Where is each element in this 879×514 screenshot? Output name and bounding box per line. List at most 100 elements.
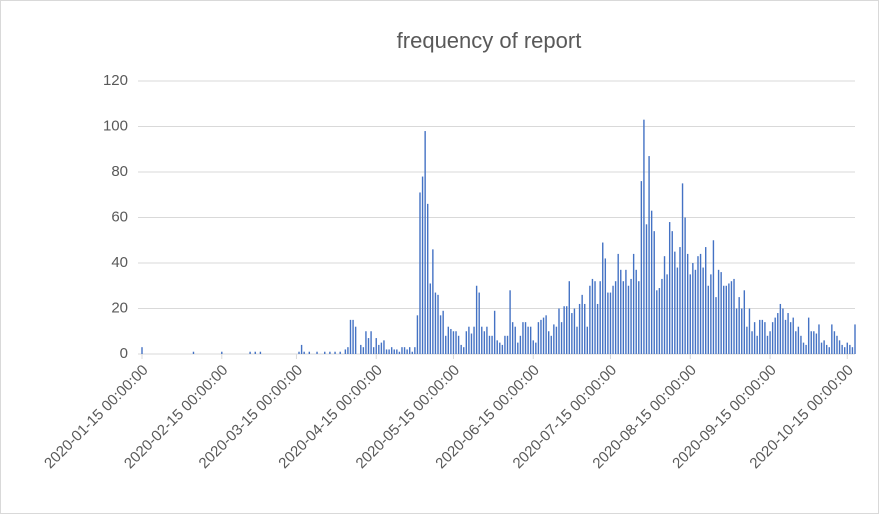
bar (735, 308, 738, 354)
bar (344, 349, 347, 354)
bar (527, 326, 529, 354)
bar (831, 324, 833, 354)
bar (599, 281, 601, 354)
bar (450, 328, 452, 354)
bar (324, 351, 326, 354)
bar (470, 333, 473, 354)
bar (437, 294, 439, 354)
bar (421, 176, 424, 354)
bar (617, 253, 619, 354)
bar (638, 281, 640, 354)
bar (782, 308, 784, 354)
bar (447, 326, 450, 354)
bar (416, 315, 419, 354)
bar (486, 326, 488, 354)
bar (823, 340, 825, 354)
bar (666, 274, 668, 354)
bar (519, 335, 522, 354)
bar (851, 347, 854, 354)
bar (815, 333, 818, 354)
bar (573, 308, 576, 354)
bar (828, 347, 830, 354)
bar (445, 335, 447, 354)
bar (553, 324, 555, 354)
bar (779, 303, 782, 354)
bar (607, 292, 609, 354)
bar (398, 351, 401, 354)
bar (849, 344, 851, 354)
bar (388, 349, 390, 354)
bar (612, 285, 614, 354)
bar (463, 347, 465, 354)
bar (753, 322, 756, 354)
bar (686, 253, 689, 354)
bar (396, 349, 398, 354)
bar (710, 274, 712, 354)
bar (460, 344, 462, 354)
bar (589, 285, 591, 354)
bar (594, 281, 596, 354)
bar (393, 349, 395, 354)
y-tick-label: 120 (103, 72, 128, 89)
bar (836, 335, 838, 354)
bar (354, 326, 357, 354)
bar (524, 322, 527, 354)
bar (566, 306, 568, 354)
y-tick-label: 100 (103, 117, 128, 134)
bar (303, 351, 305, 354)
bar (694, 269, 697, 354)
bar (571, 313, 573, 354)
bar (635, 269, 637, 354)
bar (424, 131, 426, 354)
bar (414, 347, 416, 354)
bar (689, 274, 691, 354)
bar (854, 324, 856, 354)
bar (766, 335, 769, 354)
bar (581, 294, 583, 354)
bar (674, 251, 676, 354)
bar (720, 272, 722, 354)
bar (221, 351, 223, 354)
bar (434, 292, 437, 354)
bar (411, 351, 413, 354)
bar (756, 335, 758, 354)
bar (367, 338, 370, 354)
bar (751, 331, 753, 354)
bar (764, 322, 766, 354)
bar (493, 310, 496, 354)
bar (712, 240, 715, 354)
bar (509, 290, 511, 354)
bar (609, 292, 612, 354)
bar (254, 351, 256, 354)
bar (455, 331, 457, 354)
bar (591, 278, 594, 354)
bar (365, 331, 367, 354)
bar (576, 326, 578, 354)
bar (807, 317, 810, 354)
bar (602, 242, 604, 354)
bar (820, 342, 823, 354)
bar (481, 326, 483, 354)
bar (457, 335, 460, 354)
bar (838, 340, 841, 354)
bar (550, 335, 552, 354)
bar (349, 319, 352, 354)
bar (452, 331, 455, 354)
bar (797, 326, 800, 354)
bar (684, 217, 686, 354)
bar (795, 331, 797, 354)
bar (372, 347, 375, 354)
bar (401, 347, 403, 354)
bar (483, 331, 486, 354)
bar (725, 285, 727, 354)
bar (805, 344, 807, 354)
bar (813, 331, 815, 354)
bar (504, 335, 506, 354)
bar (537, 322, 540, 354)
bar (360, 344, 362, 354)
bar (478, 292, 480, 354)
bar (468, 326, 470, 354)
bar (746, 326, 748, 354)
